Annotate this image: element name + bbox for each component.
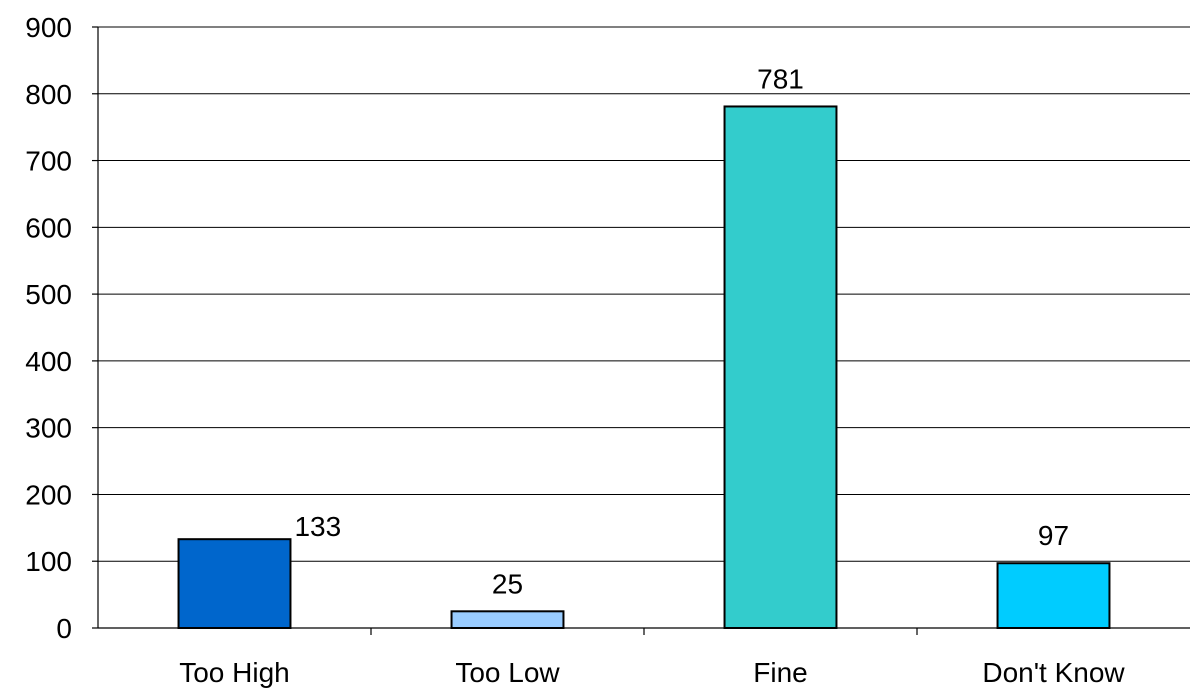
y-axis: 0 100 200 300 400 500 600 700 800 900 [25, 12, 99, 644]
bars [177, 105, 1111, 630]
x-tick-label: Don't Know [982, 657, 1125, 688]
bar-don-t-know [996, 562, 1111, 630]
data-label: 133 [294, 511, 341, 542]
y-tick-label: 800 [25, 79, 72, 110]
x-axis: Too High Too Low Fine Don't Know [98, 627, 1190, 688]
bar-too-low [450, 610, 565, 629]
y-tick-label: 600 [25, 212, 72, 243]
x-tick-label: Fine [753, 657, 807, 688]
gridlines [98, 26, 1190, 562]
y-tick-label: 700 [25, 146, 72, 177]
y-tick-label: 400 [25, 346, 72, 377]
x-tick-label: Too High [179, 657, 290, 688]
y-tick-label: 200 [25, 479, 72, 510]
bar-fine [723, 105, 838, 629]
data-label: 781 [757, 63, 804, 94]
y-tick-label: 0 [56, 613, 72, 644]
data-label: 25 [492, 568, 523, 599]
y-tick-label: 100 [25, 546, 72, 577]
x-tick-label: Too Low [455, 657, 560, 688]
y-tick-label: 500 [25, 279, 72, 310]
data-labels: 133 25 781 97 [294, 63, 1069, 599]
y-tick-label: 900 [25, 12, 72, 43]
y-tick-label: 300 [25, 413, 72, 444]
bar-too-high [177, 538, 292, 629]
data-label: 97 [1038, 520, 1069, 551]
